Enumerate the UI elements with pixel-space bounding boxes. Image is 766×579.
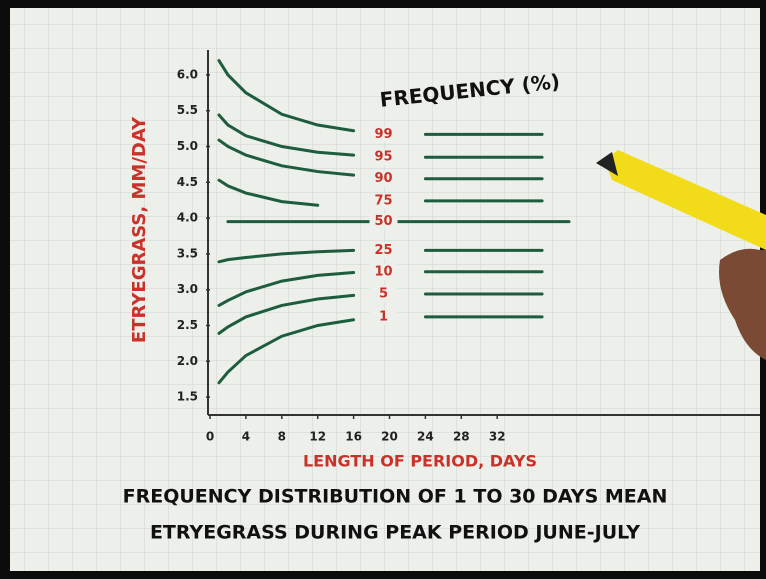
y-tick-label: 5.0 xyxy=(177,139,198,153)
legend-label: 50 xyxy=(374,214,392,229)
y-tick-label: 4.0 xyxy=(177,211,198,225)
y-tick-label: 4.5 xyxy=(177,175,198,189)
legend-label: 1 xyxy=(379,309,388,324)
chart: FREQUENCY (%) LENGTH OF PERIOD, DAYS ETR… xyxy=(0,0,766,579)
legend-label: 5 xyxy=(379,286,388,301)
legend-label: 90 xyxy=(374,171,392,186)
y-tick-label: 3.5 xyxy=(177,246,198,260)
x-tick-label: 24 xyxy=(417,430,434,444)
y-tick-label: 2.0 xyxy=(177,354,198,368)
caption-line: FREQUENCY DISTRIBUTION OF 1 TO 30 DAYS M… xyxy=(123,486,668,508)
x-tick-label: 0 xyxy=(206,430,214,444)
x-tick-label: 4 xyxy=(242,430,250,444)
legend-label: 75 xyxy=(374,193,392,208)
x-tick-label: 8 xyxy=(278,430,286,444)
x-tick-label: 12 xyxy=(309,430,326,444)
legend-label: 99 xyxy=(374,127,392,142)
x-tick-label: 28 xyxy=(453,430,470,444)
video-frame: FREQUENCY (%) LENGTH OF PERIOD, DAYS ETR… xyxy=(0,0,766,579)
legend-label: 95 xyxy=(374,150,392,165)
y-tick-label: 2.5 xyxy=(177,318,198,332)
x-axis-label: LENGTH OF PERIOD, DAYS xyxy=(303,452,537,471)
x-tick-label: 20 xyxy=(381,430,398,444)
y-axis-label: ETRYEGRASS, MM/DAY xyxy=(129,116,150,343)
y-tick-label: 6.0 xyxy=(177,67,198,81)
legend-label: 10 xyxy=(374,264,392,279)
legend-label: 25 xyxy=(374,243,392,258)
y-tick-label: 5.5 xyxy=(177,103,198,117)
y-tick-label: 3.0 xyxy=(177,282,198,296)
x-tick-label: 32 xyxy=(489,430,506,444)
x-tick-label: 16 xyxy=(345,430,362,444)
caption-line: ETRYEGRASS DURING PEAK PERIOD JUNE-JULY xyxy=(150,522,640,544)
y-tick-label: 1.5 xyxy=(177,390,198,404)
